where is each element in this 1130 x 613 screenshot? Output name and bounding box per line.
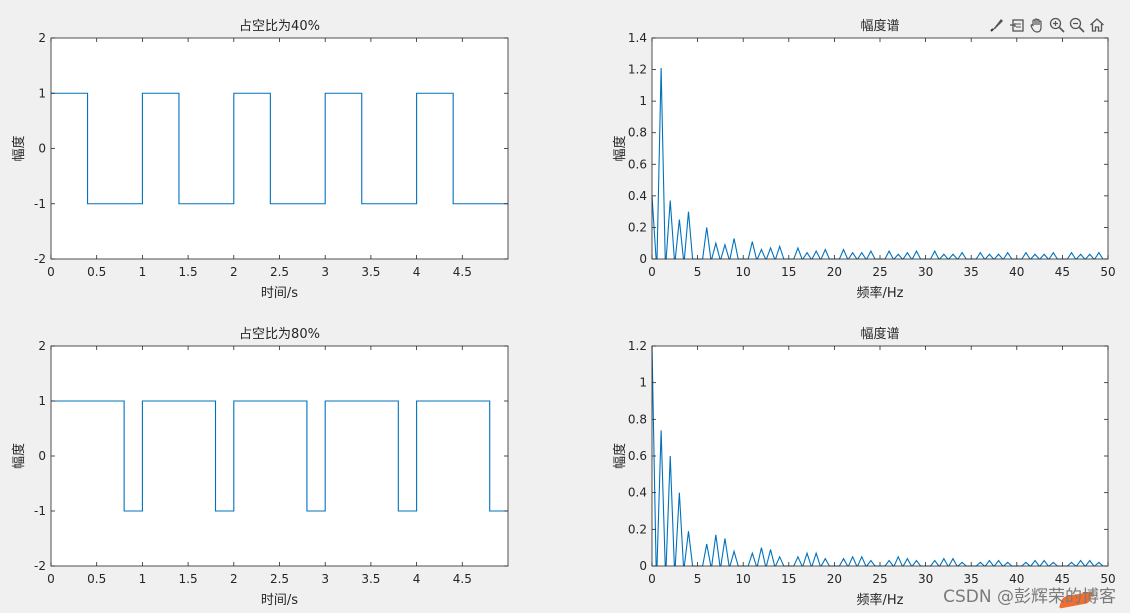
x-tick-label: 4.5 bbox=[453, 572, 472, 586]
x-tick-label: 0 bbox=[648, 265, 656, 279]
x-tick-label: 1 bbox=[139, 572, 147, 586]
x-tick-label: 10 bbox=[736, 572, 751, 586]
x-tick-label: 50 bbox=[1100, 572, 1115, 586]
x-tick-label: 30 bbox=[918, 572, 933, 586]
y-tick-label: 1 bbox=[38, 86, 46, 100]
x-axis-label: 时间/s bbox=[261, 286, 298, 301]
x-tick-label: 5 bbox=[694, 265, 702, 279]
x-tick-label: 3.5 bbox=[361, 265, 380, 279]
plot-duty-80-time: 0 0.5 1 1.5 2 2.5 3 3.5 4 4.5 -2 -1 0 1 2 占空比为80% 时间/s 幅度 bbox=[11, 327, 509, 608]
zoom-in-icon[interactable] bbox=[1048, 16, 1066, 34]
x-tick-label: 10 bbox=[736, 265, 751, 279]
x-tick-label: 15 bbox=[781, 572, 796, 586]
axes-background bbox=[51, 38, 508, 259]
x-tick-label: 3 bbox=[321, 572, 329, 586]
y-tick-label: 0.8 bbox=[628, 412, 647, 426]
y-tick-label: -2 bbox=[34, 252, 46, 266]
y-tick-label: 1 bbox=[38, 394, 46, 408]
y-tick-label: -2 bbox=[34, 559, 46, 573]
x-tick-label: 25 bbox=[872, 265, 887, 279]
x-tick-label: 45 bbox=[1055, 265, 1070, 279]
x-tick-label: 0 bbox=[47, 265, 55, 279]
x-tick-label: 20 bbox=[827, 572, 842, 586]
x-tick-label: 40 bbox=[1009, 265, 1024, 279]
x-tick-label: 0.5 bbox=[87, 572, 106, 586]
x-tick-label: 25 bbox=[872, 572, 887, 586]
x-tick-label: 2 bbox=[230, 265, 238, 279]
x-tick-label: 1 bbox=[139, 265, 147, 279]
pan-hand-icon[interactable] bbox=[1028, 16, 1046, 34]
y-tick-label: 2 bbox=[38, 339, 46, 353]
y-tick-label: 1 bbox=[639, 376, 647, 390]
y-tick-label: 0.2 bbox=[628, 220, 647, 234]
plot-spectrum-80: 0 5 10 15 20 25 30 35 40 45 50 0 0.2 0.4 0.6 0.8 1 1.2 幅度谱… bbox=[612, 326, 1116, 608]
y-tick-label: 0 bbox=[38, 449, 46, 463]
x-axis-label: 频率/Hz bbox=[857, 285, 904, 301]
figure-toolbar bbox=[988, 14, 1106, 36]
y-tick-label: 0 bbox=[639, 252, 647, 266]
x-tick-label: 50 bbox=[1100, 265, 1115, 279]
x-tick-label: 30 bbox=[918, 265, 933, 279]
data-tip-icon[interactable] bbox=[1008, 16, 1026, 34]
x-tick-label: 1.5 bbox=[179, 572, 198, 586]
y-axis-label: 幅度 bbox=[11, 135, 27, 161]
x-tick-label: 4 bbox=[413, 265, 421, 279]
x-tick-label: 5 bbox=[694, 572, 702, 586]
y-tick-label: 1.2 bbox=[628, 339, 647, 353]
x-tick-label: 0 bbox=[47, 572, 55, 586]
brush-icon[interactable] bbox=[988, 16, 1006, 34]
x-axis-label: 频率/Hz bbox=[857, 592, 904, 608]
y-tick-label: 1.2 bbox=[628, 63, 647, 77]
y-axis-label: 幅度 bbox=[612, 135, 628, 161]
y-tick-label: 0.6 bbox=[628, 157, 647, 171]
x-axis-label: 时间/s bbox=[261, 593, 298, 608]
y-tick-label: 1.4 bbox=[628, 31, 647, 45]
x-tick-label: 3 bbox=[321, 265, 329, 279]
y-axis-label: 幅度 bbox=[11, 443, 27, 469]
x-tick-label: 2.5 bbox=[270, 265, 289, 279]
y-tick-label: 0.4 bbox=[628, 486, 647, 500]
x-tick-label: 1.5 bbox=[179, 265, 198, 279]
y-tick-label: -1 bbox=[34, 504, 46, 518]
y-tick-label: 0.6 bbox=[628, 449, 647, 463]
axes-background bbox=[652, 346, 1108, 566]
zoom-out-icon[interactable] bbox=[1068, 16, 1086, 34]
data-series-line bbox=[51, 92, 508, 205]
y-axis-label: 幅度 bbox=[612, 443, 628, 469]
axes-background bbox=[652, 38, 1108, 259]
chart-title: 幅度谱 bbox=[860, 326, 899, 342]
y-tick-label: 1 bbox=[639, 94, 647, 108]
y-tick-label: 0.8 bbox=[628, 126, 647, 140]
x-tick-label: 4 bbox=[413, 572, 421, 586]
axes-background bbox=[51, 346, 508, 566]
x-tick-label: 0 bbox=[648, 572, 656, 586]
y-tick-label: 0 bbox=[38, 142, 46, 156]
x-tick-label: 3.5 bbox=[361, 572, 380, 586]
x-tick-label: 2.5 bbox=[270, 572, 289, 586]
x-tick-label: 45 bbox=[1055, 572, 1070, 586]
x-tick-label: 35 bbox=[964, 572, 979, 586]
x-tick-label: 15 bbox=[781, 265, 796, 279]
y-tick-label: 0.2 bbox=[628, 522, 647, 536]
plot-spectrum-40: 0 5 10 15 20 25 30 35 40 45 50 0 0.2 0.4 0.6 0.8 1 1.2 1.4… bbox=[612, 18, 1116, 301]
x-tick-label: 20 bbox=[827, 265, 842, 279]
y-tick-label: 0 bbox=[639, 559, 647, 573]
x-tick-label: 40 bbox=[1009, 572, 1024, 586]
y-tick-label: 0.4 bbox=[628, 189, 647, 203]
data-series-line bbox=[51, 400, 508, 512]
chart-title: 占空比为80% bbox=[239, 327, 320, 342]
home-icon[interactable] bbox=[1088, 16, 1106, 34]
chart-title: 占空比为40% bbox=[239, 19, 320, 34]
y-tick-label: 2 bbox=[38, 31, 46, 45]
x-tick-label: 2 bbox=[230, 572, 238, 586]
plot-duty-40-time: 0 0.5 1 1.5 2 2.5 3 3.5 4 4.5 -2 -1 0 1 2 占空比为40% 时间/s 幅度 bbox=[11, 19, 509, 301]
x-tick-label: 4.5 bbox=[453, 265, 472, 279]
x-tick-label: 0.5 bbox=[87, 265, 106, 279]
y-tick-label: -1 bbox=[34, 197, 46, 211]
x-tick-label: 35 bbox=[964, 265, 979, 279]
chart-title: 幅度谱 bbox=[860, 18, 899, 34]
